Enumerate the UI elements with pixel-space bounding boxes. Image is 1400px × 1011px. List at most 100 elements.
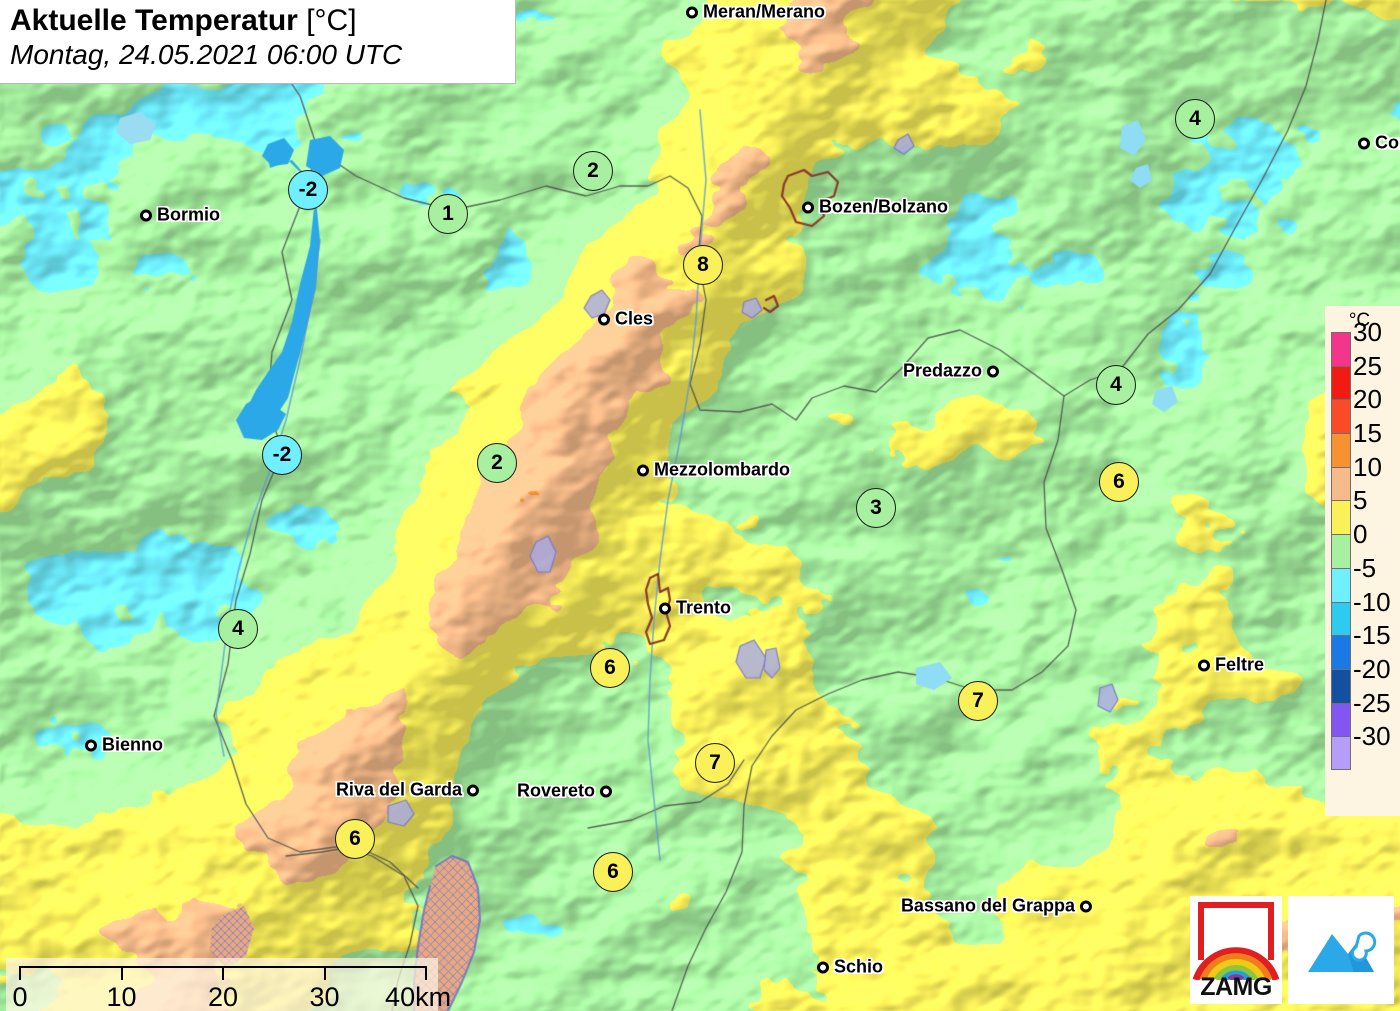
station-marker[interactable]: 4 [218, 609, 258, 649]
station-value: 4 [1110, 373, 1122, 396]
city-marker: Feltre [1198, 655, 1264, 676]
legend-swatch [1331, 736, 1351, 770]
legend-tick-label: 5 [1353, 485, 1368, 516]
legend-row: 15 [1331, 420, 1394, 467]
station-marker[interactable]: 4 [1096, 365, 1136, 405]
city-dot-icon [802, 201, 814, 213]
city-dot-icon [467, 784, 479, 796]
city-label: Riva del Garda [335, 779, 462, 800]
city-dot-icon [1080, 900, 1092, 912]
scale-tick [323, 966, 326, 980]
city-dot-icon [659, 602, 671, 614]
station-marker[interactable]: 2 [477, 443, 517, 483]
legend-tick-label: -10 [1353, 586, 1391, 617]
city-dot-icon [1358, 137, 1370, 149]
station-value: 2 [587, 159, 599, 182]
legend-unit-label: °C [1348, 310, 1371, 331]
station-marker[interactable]: 7 [695, 743, 735, 783]
city-label: Schio [834, 956, 884, 977]
scale-tick [19, 966, 21, 980]
city-marker: Riva del Garda [336, 780, 479, 801]
legend-tick-label: -20 [1353, 653, 1391, 684]
city-dot-icon [686, 6, 698, 18]
legend-swatch [1331, 433, 1351, 467]
temperature-legend: °C 30 25 20 15 10 5 0 -5 -10 -15 -20 -25 -30 [1325, 306, 1400, 816]
city-label: Bassano del Grappa [900, 895, 1075, 916]
station-marker[interactable]: -2 [262, 435, 302, 475]
station-marker[interactable]: 7 [958, 681, 998, 721]
station-marker[interactable]: 1 [428, 194, 468, 234]
station-value: 2 [491, 451, 503, 474]
legend-row: 0 [1331, 521, 1394, 568]
city-label: Mezzolombardo [654, 459, 791, 480]
map-timestamp: Montag, 24.05.2021 06:00 UTC [10, 39, 403, 70]
station-value: -2 [272, 443, 292, 466]
legend-tick-label: -25 [1353, 687, 1391, 718]
station-marker[interactable]: 6 [593, 852, 633, 892]
legend-row: 30 [1331, 319, 1394, 366]
city-marker: Schio [817, 957, 883, 978]
legend-swatch [1331, 534, 1351, 568]
legend-swatch [1331, 332, 1351, 366]
station-value: 1 [442, 202, 454, 225]
legend-tick-label: 20 [1353, 384, 1382, 415]
city-label: Cortina [1375, 132, 1400, 153]
city-dot-icon [600, 785, 612, 797]
station-value: 6 [604, 656, 616, 679]
scale-label: 10 [106, 982, 137, 1011]
legend-swatch [1331, 668, 1351, 703]
legend-row: -20 [1331, 656, 1394, 703]
legend-swatch [1331, 365, 1351, 400]
legend-row: 20 [1331, 386, 1394, 434]
legend-row: 5 [1331, 487, 1394, 535]
station-value: 6 [607, 860, 619, 883]
scale-label: 20 [207, 982, 239, 1011]
legend-tick-label: 0 [1353, 519, 1368, 550]
scale-tick [222, 966, 224, 980]
station-marker[interactable]: 6 [590, 648, 630, 688]
station-marker[interactable]: 6 [335, 819, 375, 859]
station-marker[interactable]: 6 [1099, 462, 1139, 502]
city-label: Predazzo [902, 360, 982, 381]
legend-tick-label: 25 [1353, 350, 1382, 381]
city-marker: Meran/Merano [686, 2, 825, 23]
station-value: 7 [709, 751, 721, 774]
station-marker[interactable]: 8 [683, 245, 723, 285]
distance-scale-bar: 0 10 20 30 40km [6, 958, 451, 1011]
station-marker[interactable]: -2 [288, 170, 328, 210]
city-label: Cles [615, 308, 654, 329]
legend-tick-label: -15 [1353, 620, 1391, 651]
scale-tick [425, 966, 427, 980]
city-marker: Predazzo [903, 361, 999, 382]
station-value: 8 [697, 253, 709, 276]
legend-swatch [1331, 567, 1351, 602]
city-marker: Rovereto [517, 781, 612, 802]
scale-ruler [19, 966, 427, 982]
station-marker[interactable]: 3 [856, 488, 896, 528]
city-dot-icon [817, 961, 829, 973]
zamg-rainbow-icon [1192, 947, 1280, 980]
station-value: 6 [349, 827, 361, 850]
scale-label: 40km [385, 982, 452, 1011]
geosphere-mountain-logo[interactable] [1288, 896, 1394, 1004]
scale-label: 0 [12, 982, 28, 1011]
legend-row: -25 [1331, 690, 1394, 737]
page-title-unit: [°C] [306, 4, 357, 37]
legend-row: 10 [1331, 454, 1394, 501]
legend-tick-label: -5 [1353, 552, 1377, 583]
station-marker[interactable]: 2 [573, 151, 613, 191]
legend-tick-label: 10 [1353, 451, 1382, 482]
legend-row: -30 [1331, 723, 1394, 770]
station-marker[interactable]: 4 [1175, 99, 1215, 139]
station-value: 7 [972, 689, 984, 712]
city-marker: Cortina [1358, 133, 1400, 154]
page-title: Aktuelle Temperatur [°C] [10, 4, 501, 38]
mountain-cloud-icon [1308, 931, 1377, 972]
city-label: Feltre [1215, 654, 1265, 675]
city-dot-icon [987, 365, 999, 377]
city-marker: Bassano del Grappa [901, 896, 1092, 917]
legend-row: -10 [1331, 589, 1394, 636]
zamg-logo[interactable]: ZAMG [1190, 896, 1282, 1004]
